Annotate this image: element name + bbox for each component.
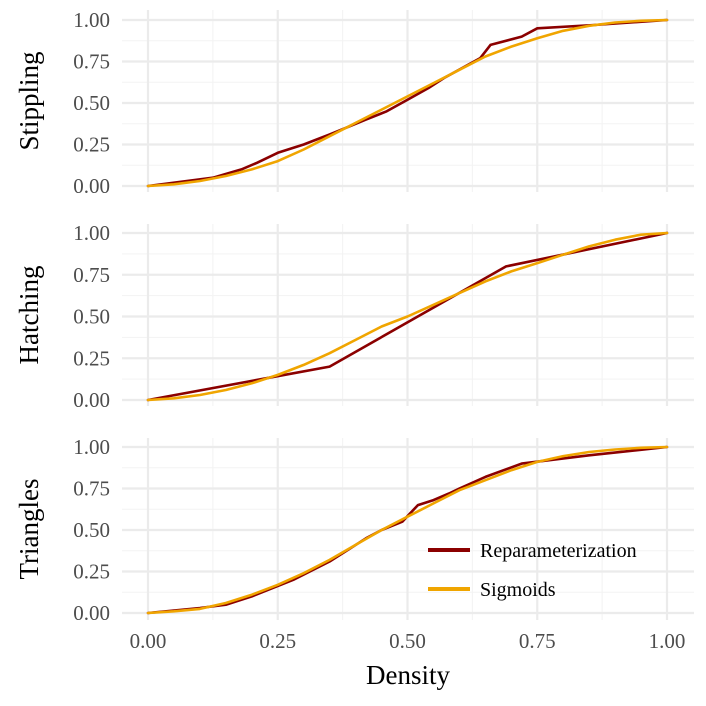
panel-label-hatching: Hatching	[14, 266, 44, 365]
legend: Reparameterization Sigmoids	[428, 540, 637, 601]
y-tick-label: 0.00	[73, 601, 110, 625]
x-tick-label: 1.00	[649, 629, 686, 653]
series-line-sigmoids-triangles	[146, 445, 669, 615]
legend-label-sigmoids: Sigmoids	[480, 579, 556, 601]
panel-triangles: 0.00 0.25 0.50 0.75 1.00 Triangles	[14, 435, 694, 625]
x-tick-label: 0.00	[130, 629, 167, 653]
y-tick-label: 1.00	[73, 435, 110, 459]
panel-label-stippling: Stippling	[14, 51, 44, 150]
y-tick-label: 0.00	[73, 388, 110, 412]
panel-stippling: 0.00 0.25 0.50 0.75 1.00 Stippling	[14, 8, 694, 198]
y-tick-label: 0.75	[73, 50, 110, 74]
y-tick-label: 0.50	[73, 518, 110, 542]
y-tick-label: 0.25	[73, 560, 110, 584]
x-tick-label: 0.50	[389, 629, 426, 653]
y-tick-label: 0.75	[73, 477, 110, 501]
series-line-reparameterization-hatching	[146, 231, 669, 402]
y-tick-label: 0.00	[73, 174, 110, 198]
series-line-sigmoids-hatching	[146, 231, 669, 402]
y-tick-label: 0.50	[73, 91, 110, 115]
x-tick-label: 0.75	[519, 629, 556, 653]
x-axis: 0.00 0.25 0.50 0.75 1.00	[130, 629, 686, 653]
chart-panels: 0.00 0.25 0.50 0.75 1.00 Stippling 0.00 0.25 0.5…	[14, 8, 694, 625]
y-tick-label: 0.75	[73, 263, 110, 287]
series-line-reparameterization-stippling	[146, 18, 669, 188]
y-tick-label: 0.50	[73, 305, 110, 329]
y-tick-label: 0.25	[73, 133, 110, 157]
panel-label-triangles: Triangles	[14, 478, 44, 579]
panel-hatching: 0.00 0.25 0.50 0.75 1.00 Hatching	[14, 221, 694, 412]
legend-label-reparameterization: Reparameterization	[480, 540, 637, 562]
x-tick-label: 0.25	[259, 629, 296, 653]
y-tick-label: 1.00	[73, 221, 110, 245]
y-tick-label: 0.25	[73, 346, 110, 370]
x-axis-title: Density	[366, 660, 450, 690]
series-line-sigmoids-stippling	[146, 18, 669, 188]
y-tick-label: 1.00	[73, 8, 110, 32]
